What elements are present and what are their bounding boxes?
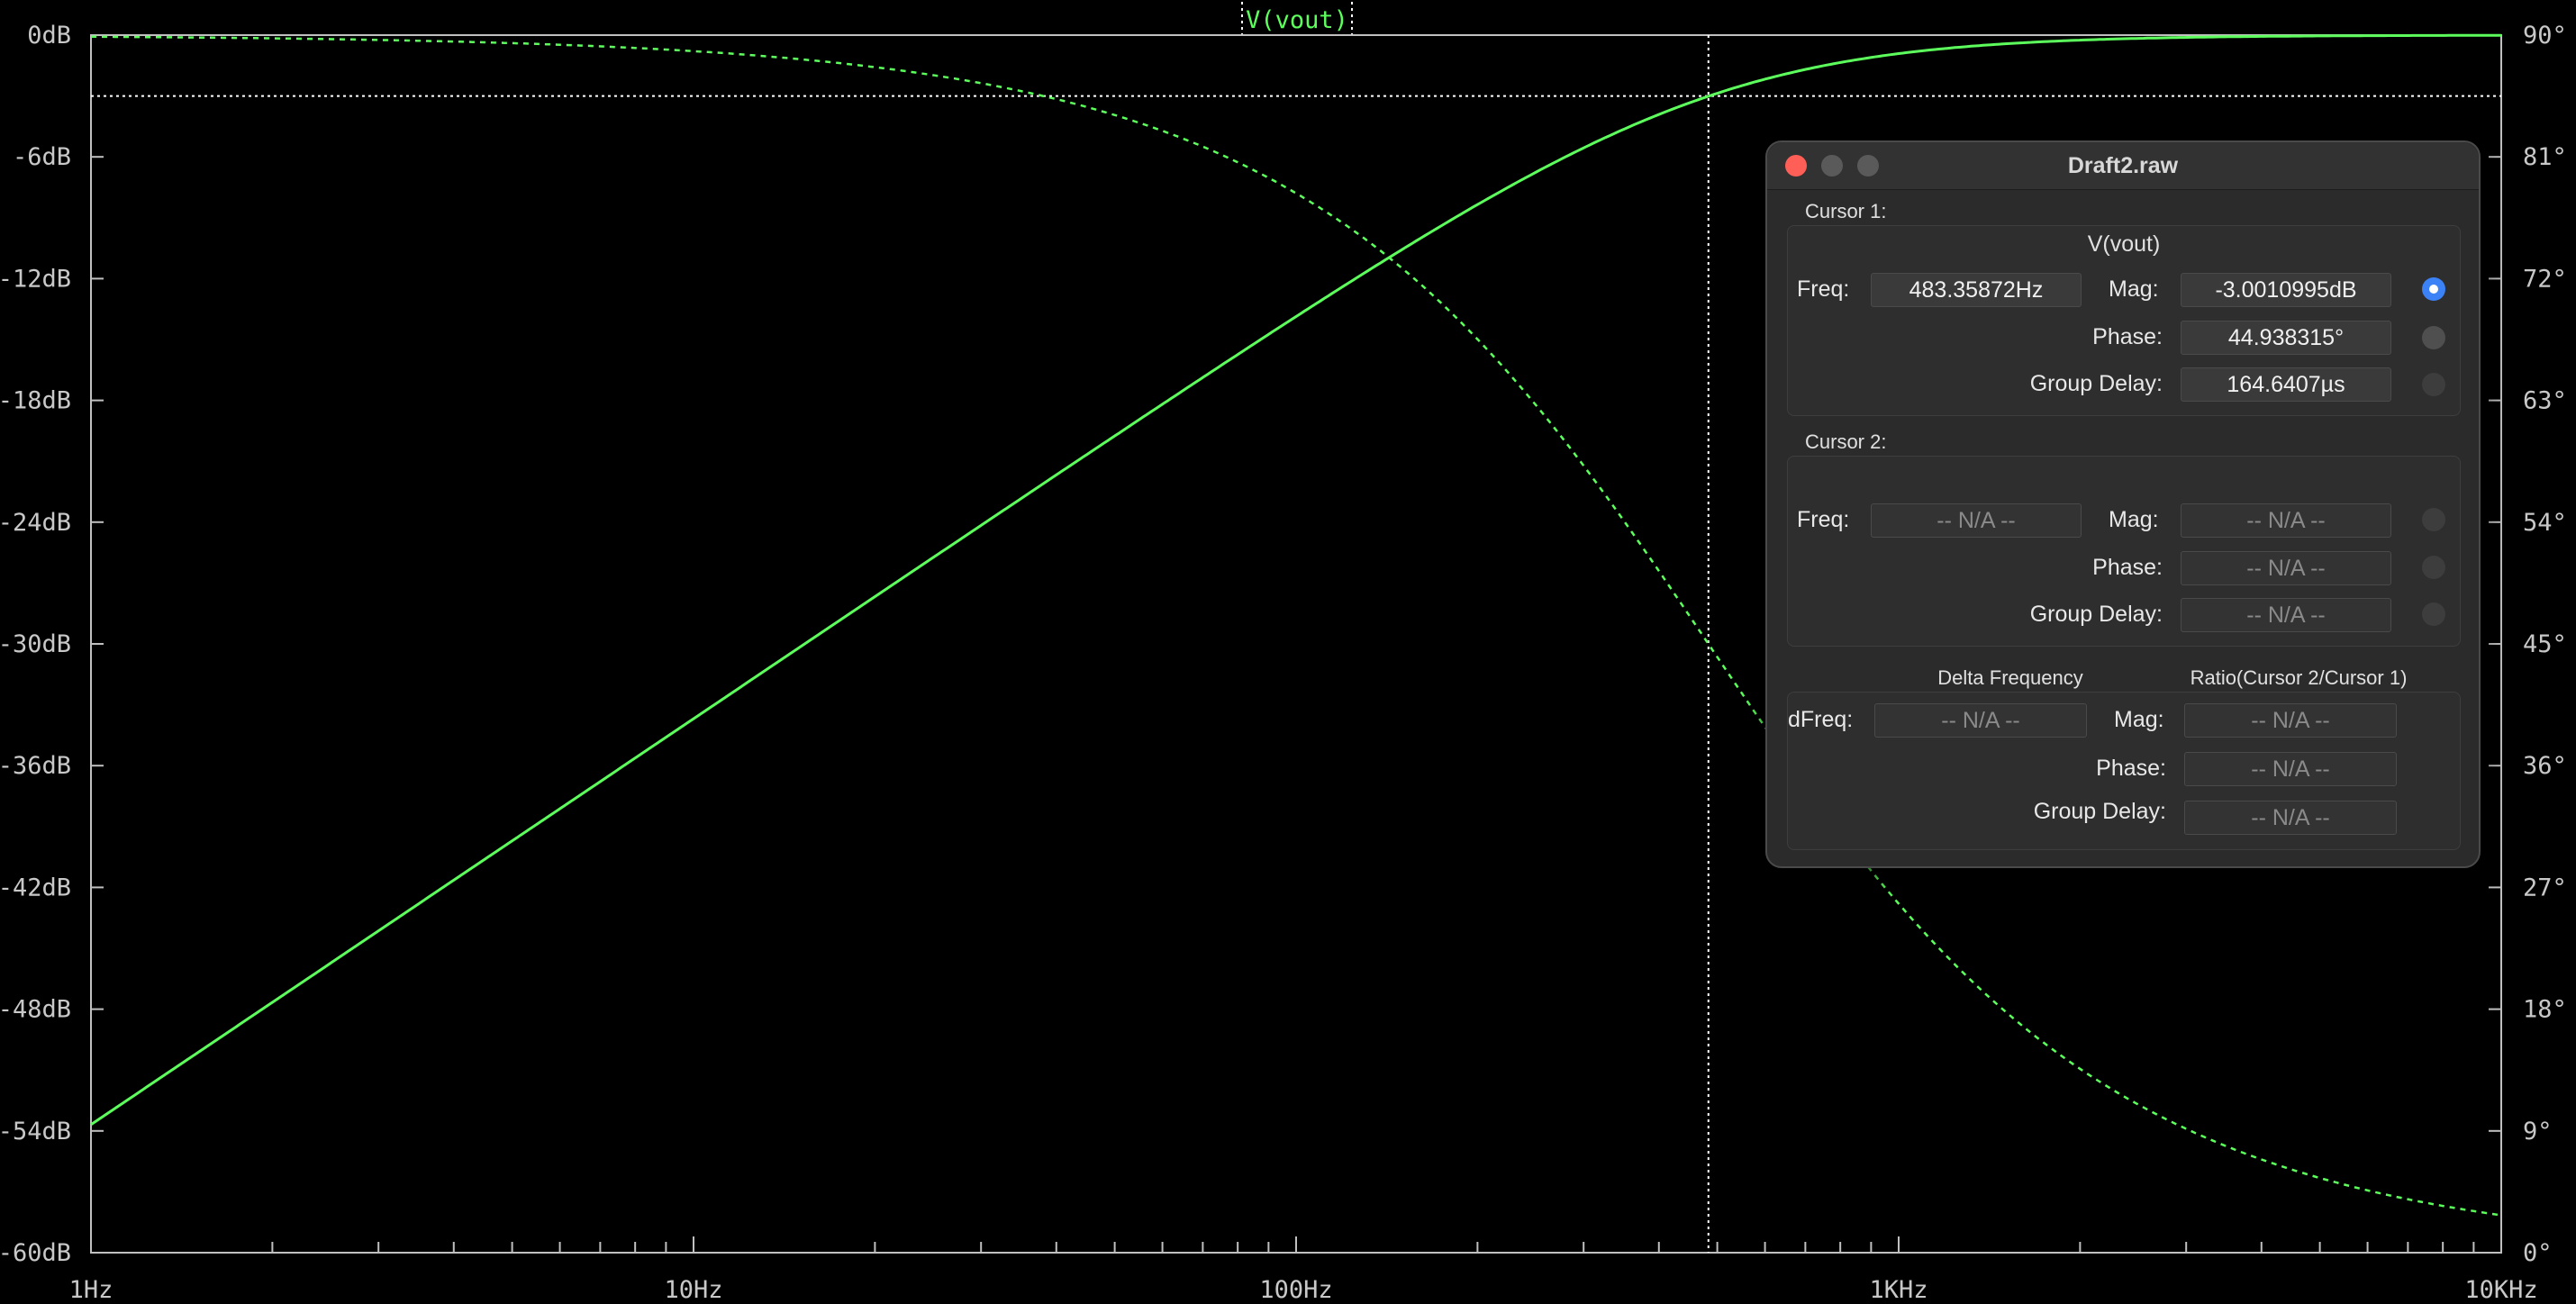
cursor-2-mag-field[interactable]: -- N/A -- xyxy=(2181,503,2391,538)
delta-group: dFreq: -- N/A -- Mag: -- N/A -- Phase: -… xyxy=(1787,692,2461,850)
cursor-1-group-delay-radio[interactable] xyxy=(2422,373,2445,396)
cursor-2-phase-field[interactable]: -- N/A -- xyxy=(2181,551,2391,585)
x-axis-tick-label: 10Hz xyxy=(664,1276,722,1304)
right-axis-tick-label: 63° xyxy=(2523,387,2567,415)
cursor-2-group-delay-radio[interactable] xyxy=(2422,602,2445,626)
ratio-group-delay-field[interactable]: -- N/A -- xyxy=(2184,801,2397,835)
right-axis-tick-label: 36° xyxy=(2523,752,2567,780)
right-axis-tick-label: 45° xyxy=(2523,630,2567,658)
cursor-1-group-delay-field[interactable]: 164.6407µs xyxy=(2181,367,2391,402)
phase-trace xyxy=(91,35,2502,1217)
cursor-2-phase-radio[interactable] xyxy=(2422,556,2445,579)
x-axis-labels: 1Hz 10Hz 100Hz 1KHz 10KHz xyxy=(69,1276,2538,1304)
cursor-2-group-delay-label: Group Delay: xyxy=(2029,602,2163,627)
cursor-1-phase-field[interactable]: 44.938315° xyxy=(2181,321,2391,355)
left-axis-tick-label: -42dB xyxy=(0,874,71,901)
left-axis-tick-label: -60dB xyxy=(0,1239,71,1267)
right-axis-tick-label: 54° xyxy=(2523,509,2567,537)
cursor-1-mag-radio[interactable] xyxy=(2422,277,2445,301)
right-axis-tick-label: 18° xyxy=(2523,996,2567,1024)
dfreq-label: dFreq: xyxy=(1788,707,1854,732)
right-axis-tick-label: 0° xyxy=(2523,1239,2553,1267)
ratio-phase-field[interactable]: -- N/A -- xyxy=(2184,752,2397,786)
close-window-button[interactable] xyxy=(1785,155,1807,177)
left-axis-tick-label: -18dB xyxy=(0,387,71,415)
right-axis-tick-label: 90° xyxy=(2523,22,2567,50)
left-axis-tick-label: 0dB xyxy=(27,22,71,50)
cursor-1-mag-field[interactable]: -3.0010995dB xyxy=(2181,273,2391,307)
right-axis-tick-label: 72° xyxy=(2523,265,2567,293)
cursor-2-phase-label: Phase: xyxy=(2092,555,2163,580)
cursor-1-group: V(vout) Freq: 483.35872Hz Mag: -3.001099… xyxy=(1787,225,2461,416)
left-axis-tick-label: -12dB xyxy=(0,265,71,293)
cursor-2-freq-field[interactable]: -- N/A -- xyxy=(1871,503,2082,538)
zoom-window-button[interactable] xyxy=(1857,155,1879,177)
cursor-2-mag-radio[interactable] xyxy=(2422,508,2445,531)
right-axis-tick-label: 27° xyxy=(2523,874,2567,901)
delta-frequency-header: Delta Frequency xyxy=(1937,666,2083,689)
minimize-window-button[interactable] xyxy=(1821,155,1843,177)
cursor-1-phase-radio[interactable] xyxy=(2422,326,2445,349)
dfreq-field[interactable]: -- N/A -- xyxy=(1874,703,2087,738)
cursor-1-phase-label: Phase: xyxy=(2092,324,2163,349)
axis-ticks xyxy=(90,34,2501,1254)
cursor-1-mag-label: Mag: xyxy=(2109,276,2159,302)
right-axis-tick-label: 9° xyxy=(2523,1118,2553,1146)
ratio-header: Ratio(Cursor 2/Cursor 1) xyxy=(2190,666,2408,689)
right-axis-tick-label: 81° xyxy=(2523,143,2567,171)
left-axis-labels: 0dB -6dB -12dB -18dB -24dB -30dB -36dB -42dB -48… xyxy=(0,22,71,1267)
left-axis-tick-label: -36dB xyxy=(0,752,71,780)
cursor-1-freq-label: Freq: xyxy=(1797,276,1850,302)
ratio-group-delay-label: Group Delay: xyxy=(2033,799,2166,824)
cursor-2-section-label: Cursor 2: xyxy=(1805,430,1887,453)
trace-title-label: V(vout) xyxy=(1246,6,1348,34)
cursor-dialog[interactable]: Draft2.raw Cursor 1: V(vout) Freq: 483.3… xyxy=(1765,140,2481,868)
x-axis-tick-label: 1KHz xyxy=(1869,1276,1927,1304)
x-axis-tick-label: 1Hz xyxy=(69,1276,113,1304)
cursor-2-group: Freq: -- N/A -- Mag: -- N/A -- Phase: --… xyxy=(1787,456,2461,647)
cursor-2-group-delay-field[interactable]: -- N/A -- xyxy=(2181,598,2391,632)
left-axis-tick-label: -48dB xyxy=(0,996,71,1024)
magnitude-trace xyxy=(90,33,2501,1126)
cursor-2-freq-label: Freq: xyxy=(1797,507,1850,532)
cursor-1-freq-field[interactable]: 483.35872Hz xyxy=(1871,273,2082,307)
dialog-title: Draft2.raw xyxy=(2067,153,2179,178)
cursor-1-group-delay-label: Group Delay: xyxy=(2029,371,2163,396)
x-axis-tick-label: 100Hz xyxy=(1259,1276,1332,1304)
right-axis-labels: 90° 81° 72° 63° 54° 45° 36° 27° 18° 9° 0° xyxy=(2523,22,2567,1267)
trace-title[interactable]: V(vout) xyxy=(1241,2,1353,34)
left-axis-tick-label: -30dB xyxy=(0,630,71,658)
left-axis-tick-label: -24dB xyxy=(0,509,71,537)
ratio-mag-field[interactable]: -- N/A -- xyxy=(2184,703,2397,738)
left-axis-tick-label: -54dB xyxy=(0,1118,71,1146)
left-axis-tick-label: -6dB xyxy=(13,143,71,171)
ratio-phase-label: Phase: xyxy=(2096,756,2166,781)
cursor-1-section-label: Cursor 1: xyxy=(1805,200,1887,222)
cursor-1-trace-name: V(vout) xyxy=(2087,231,2161,257)
cursor-2-mag-label: Mag: xyxy=(2109,507,2159,532)
x-axis-tick-label: 10KHz xyxy=(2464,1276,2537,1304)
ratio-mag-label: Mag: xyxy=(2114,707,2164,732)
dialog-titlebar[interactable]: Draft2.raw xyxy=(1767,142,2479,190)
